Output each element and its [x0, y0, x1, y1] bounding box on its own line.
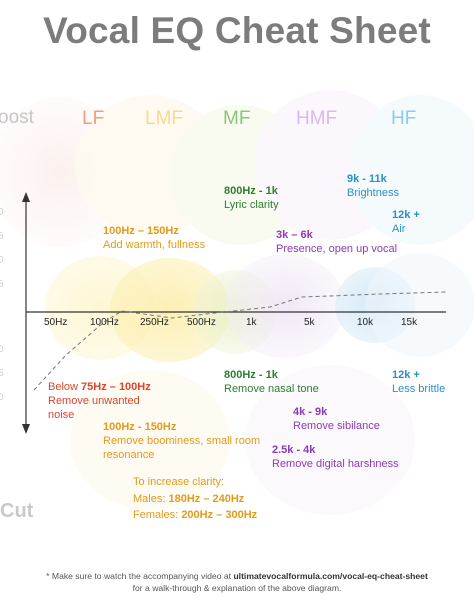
x-tick-label: 100Hz [90, 317, 119, 328]
cut-hf-range: 12k + [392, 369, 420, 381]
x-tick-label: 1k [246, 317, 257, 328]
x-tick-label: 50Hz [44, 317, 68, 328]
faint-blob [350, 95, 474, 245]
x-tick-label: 5k [304, 317, 315, 328]
band-label-hf: HF [391, 108, 417, 129]
clarity-males-range: 180Hz – 240Hz [168, 492, 245, 505]
cut-mf-range: 800Hz - 1k [224, 369, 278, 381]
boost-hf-brightness-text: Brightness [347, 187, 399, 199]
cut-lmf-line3: resonance [103, 449, 155, 461]
faint-blob [70, 370, 230, 510]
cut-side-label: Cut [0, 500, 34, 522]
band-label-lf: LF [82, 108, 105, 129]
y-axis-label: 0 [0, 207, 4, 218]
boost-lmf-text: Add warmth, fullness [103, 239, 206, 251]
band-label-mf: MF [223, 108, 251, 129]
boost-hf-air-text: Air [392, 223, 406, 235]
cut-note-lmf: 100Hz - 150Hz Remove boominess, small ro… [103, 420, 260, 462]
boost-note-hmf: 3k – 6k Presence, open up vocal [276, 228, 397, 256]
cut-note-mf: 800Hz - 1k Remove nasal tone [224, 368, 319, 396]
clarity-females-range: 200Hz – 300Hz [181, 509, 258, 521]
cut-hmf-sibilance-range: 4k - 9k [293, 406, 328, 418]
cut-lf-line3: noise [48, 409, 75, 421]
eq-curve [33, 291, 447, 391]
y-axis-label: 5 [0, 368, 4, 379]
cut-note-hmf-harshness: 2.5k - 4k Remove digital harshness [272, 443, 399, 471]
x-tick-label: 10k [357, 317, 374, 328]
boost-note-lmf: 100Hz – 150Hz Add warmth, fullness [103, 224, 205, 252]
cut-hmf-sibilance-text: Remove sibilance [293, 420, 380, 432]
clarity-females-label: Females: [133, 509, 179, 521]
hf-outer-ellipse [365, 253, 474, 357]
cut-lmf-range: 100Hz - 150Hz [103, 421, 177, 433]
x-tick-label: 250Hz [140, 317, 169, 328]
boost-lmf-range: 100Hz – 150Hz [103, 225, 179, 237]
y-axis-arrow-up [22, 192, 30, 202]
cut-lf-range: 75Hz – 100Hz [81, 381, 151, 393]
cut-note-hmf-sibilance: 4k - 9k Remove sibilance [293, 405, 380, 433]
boost-hf-air-range: 12k + [392, 209, 420, 221]
x-tick-label: 15k [401, 317, 418, 328]
band-label-lmf: LMF [145, 108, 183, 129]
boost-mf-range: 800Hz - 1k [224, 185, 278, 197]
cut-hmf-harshness-text: Remove digital harshness [272, 458, 399, 470]
cut-hf-text: Less brittle [392, 383, 446, 395]
faint-blob [245, 365, 415, 515]
boost-hf-brightness-range: 9k - 11k [347, 173, 387, 185]
boost-note-hf-brightness: 9k - 11k Brightness [347, 172, 399, 200]
lmf-band-ellipse [110, 258, 230, 362]
cut-lmf-line2: Remove boominess, small room [103, 435, 261, 447]
cut-mf-text: Remove nasal tone [224, 383, 319, 395]
footer-url[interactable]: ultimatevocalformula.com/vocal-eq-cheat-… [233, 571, 428, 581]
x-tick-label: 500Hz [187, 317, 216, 328]
cut-hmf-harshness-range: 2.5k - 4k [272, 444, 316, 456]
footer-note: * Make sure to watch the accompanying vi… [0, 570, 474, 594]
page-title: Vocal EQ Cheat Sheet [43, 10, 431, 51]
cut-lf-line2: Remove unwanted [48, 395, 140, 407]
cut-note-lf: Below 75Hz – 100Hz Remove unwanted noise [48, 380, 151, 422]
clarity-intro: To increase clarity: [133, 476, 225, 488]
cut-note-hf: 12k + Less brittle [392, 368, 445, 396]
y-axis-label: 0 [0, 344, 4, 355]
y-axis-label: 5 [0, 231, 4, 242]
boost-mf-text: Lyric clarity [224, 199, 279, 211]
boost-hmf-range: 3k – 6k [276, 229, 313, 241]
band-label-hmf: HMF [296, 108, 338, 129]
y-axis-label: 0 [0, 255, 4, 266]
boost-hmf-text: Presence, open up vocal [276, 243, 398, 255]
boost-side-label: oost [0, 107, 34, 128]
clarity-males-label: Males: [133, 492, 166, 505]
footer-line2: for a walk-through & explanation of the … [132, 583, 342, 593]
cut-lf-prefix: Below [48, 381, 78, 393]
y-axis-label: 0 [0, 392, 4, 403]
hmf-band-ellipse [225, 254, 345, 358]
boost-note-mf: 800Hz - 1k Lyric clarity [224, 184, 279, 212]
footer-prefix: * Make sure to watch the accompanying vi… [46, 571, 232, 581]
cut-note-clarity: To increase clarity: Males: 180Hz – 240H… [133, 474, 257, 524]
boost-note-hf-air: 12k + Air [392, 208, 420, 236]
y-axis-label: 5 [0, 279, 4, 290]
y-axis-arrow-down [22, 424, 30, 434]
